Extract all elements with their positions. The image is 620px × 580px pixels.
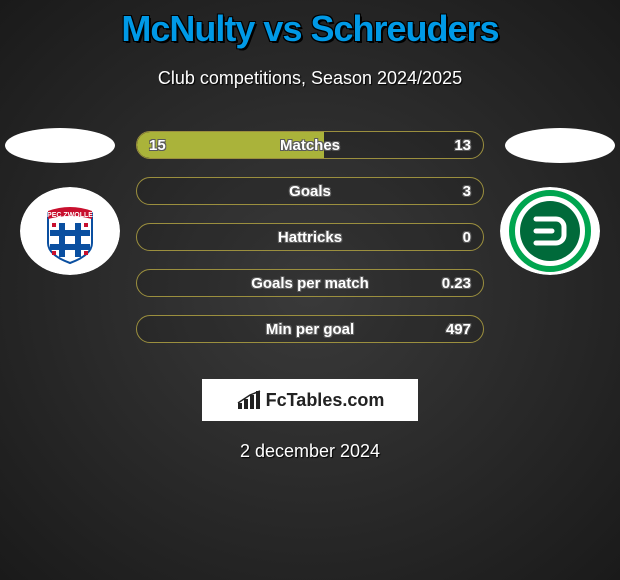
svg-text:PEC ZWOLLE: PEC ZWOLLE [47, 212, 93, 219]
stat-row-matches: 15 Matches 13 [136, 131, 484, 159]
stat-label: Matches [137, 132, 483, 159]
stat-row-goals-per-match: Goals per match 0.23 [136, 269, 484, 297]
stat-right-value: 0 [463, 224, 471, 251]
stat-label: Hattricks [137, 224, 483, 251]
stat-right-value: 497 [446, 316, 471, 343]
brand-box[interactable]: FcTables.com [202, 379, 418, 421]
stat-row-min-per-goal: Min per goal 497 [136, 315, 484, 343]
stat-label: Min per goal [137, 316, 483, 343]
right-team-badge-icon [500, 187, 600, 275]
right-player-oval [505, 128, 615, 163]
stat-label: Goals [137, 178, 483, 205]
stat-right-value: 13 [454, 132, 471, 159]
stat-label: Goals per match [137, 270, 483, 297]
subtitle: Club competitions, Season 2024/2025 [0, 68, 620, 89]
left-player-oval [5, 128, 115, 163]
left-team-badge-icon: PEC ZWOLLE [20, 187, 120, 275]
stat-row-goals: Goals 3 [136, 177, 484, 205]
stat-right-value: 3 [463, 178, 471, 205]
date-text: 2 december 2024 [0, 441, 620, 462]
bar-chart-icon [236, 389, 262, 411]
stat-bars: 15 Matches 13 Goals 3 Hattricks 0 Goals … [136, 131, 484, 343]
comparison-title: McNulty vs Schreuders [0, 0, 620, 50]
comparison-content: PEC ZWOLLE 15 Matches 13 [0, 131, 620, 371]
stat-right-value: 0.23 [442, 270, 471, 297]
stat-row-hattricks: Hattricks 0 [136, 223, 484, 251]
brand-text: FcTables.com [266, 390, 385, 411]
